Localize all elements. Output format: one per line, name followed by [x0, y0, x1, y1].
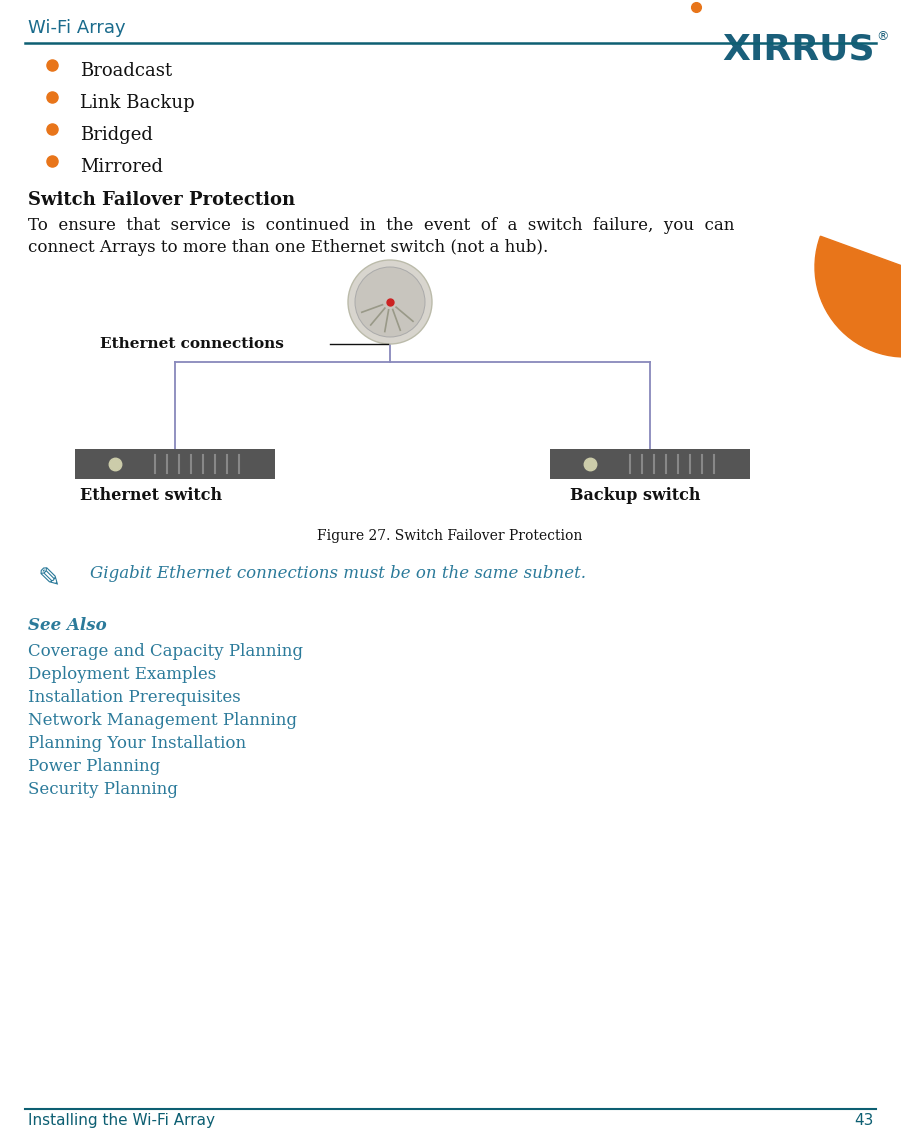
FancyBboxPatch shape [550, 449, 750, 479]
Text: ®: ® [876, 30, 888, 43]
Text: Broadcast: Broadcast [80, 63, 172, 80]
Text: Bridged: Bridged [80, 126, 153, 144]
Text: Coverage and Capacity Planning: Coverage and Capacity Planning [28, 644, 303, 659]
Text: Backup switch: Backup switch [570, 487, 700, 504]
Text: Security Planning: Security Planning [28, 781, 177, 798]
Circle shape [348, 260, 432, 345]
Text: Gigabit Ethernet connections must be on the same subnet.: Gigabit Ethernet connections must be on … [90, 565, 586, 582]
Text: Wi-Fi Array: Wi-Fi Array [28, 19, 125, 38]
Text: Switch Failover Protection: Switch Failover Protection [28, 191, 296, 209]
Text: Mirrored: Mirrored [80, 158, 163, 176]
Text: Ethernet connections: Ethernet connections [100, 337, 284, 351]
Text: Planning Your Installation: Planning Your Installation [28, 735, 246, 752]
Text: Link Backup: Link Backup [80, 94, 195, 113]
Text: Installing the Wi-Fi Array: Installing the Wi-Fi Array [28, 1113, 215, 1128]
Text: Ethernet switch: Ethernet switch [80, 487, 223, 504]
Circle shape [355, 267, 425, 337]
Text: Power Planning: Power Planning [28, 758, 160, 775]
Text: connect Arrays to more than one Ethernet switch (not a hub).: connect Arrays to more than one Ethernet… [28, 239, 548, 256]
Wedge shape [815, 236, 901, 357]
FancyBboxPatch shape [75, 449, 275, 479]
Text: To  ensure  that  service  is  continued  in  the  event  of  a  switch  failure: To ensure that service is continued in t… [28, 217, 734, 234]
Text: XIRRUS: XIRRUS [723, 32, 875, 66]
Text: Deployment Examples: Deployment Examples [28, 666, 216, 683]
Text: 43: 43 [855, 1113, 874, 1128]
Text: Installation Prerequisites: Installation Prerequisites [28, 689, 241, 706]
Text: Network Management Planning: Network Management Planning [28, 712, 297, 729]
Text: Figure 27. Switch Failover Protection: Figure 27. Switch Failover Protection [317, 529, 583, 543]
Text: See Also: See Also [28, 617, 106, 634]
Text: ✎: ✎ [38, 565, 61, 594]
